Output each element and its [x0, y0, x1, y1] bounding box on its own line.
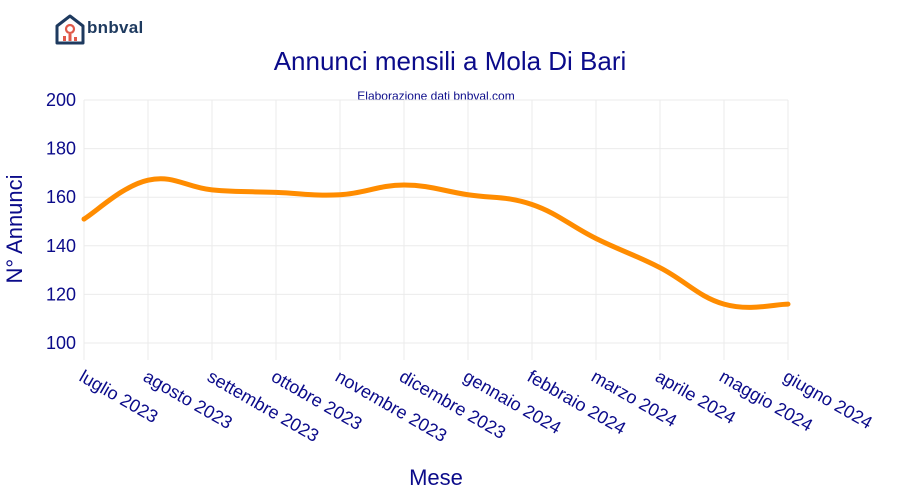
- grid-layer: [83, 99, 789, 360]
- chart-subtitle: Elaborazione dati bnbval.com: [357, 89, 514, 103]
- y-tick-label: 180: [46, 139, 76, 159]
- series-line: [81, 176, 791, 310]
- chart-title: Annunci mensili a Mola Di Bari: [274, 46, 627, 76]
- logo-text: bnbval: [87, 18, 144, 37]
- y-tick-label: 120: [46, 284, 76, 304]
- x-tick-label: dicembre 2023: [396, 366, 509, 443]
- x-tick-label: settembre 2023: [204, 366, 322, 446]
- y-axis-title: N° Annunci: [2, 174, 27, 283]
- y-tick-label: 100: [46, 333, 76, 353]
- x-axis-title: Mese: [409, 465, 463, 490]
- series-layer: [81, 176, 791, 310]
- y-tick-label: 160: [46, 187, 76, 207]
- y-axis-ticks: 100 120 140 160 180 200: [46, 90, 76, 353]
- x-tick-label: novembre 2023: [332, 366, 450, 446]
- y-tick-label: 200: [46, 90, 76, 110]
- bnbval-logo: [55, 14, 85, 45]
- y-tick-label: 140: [46, 236, 76, 256]
